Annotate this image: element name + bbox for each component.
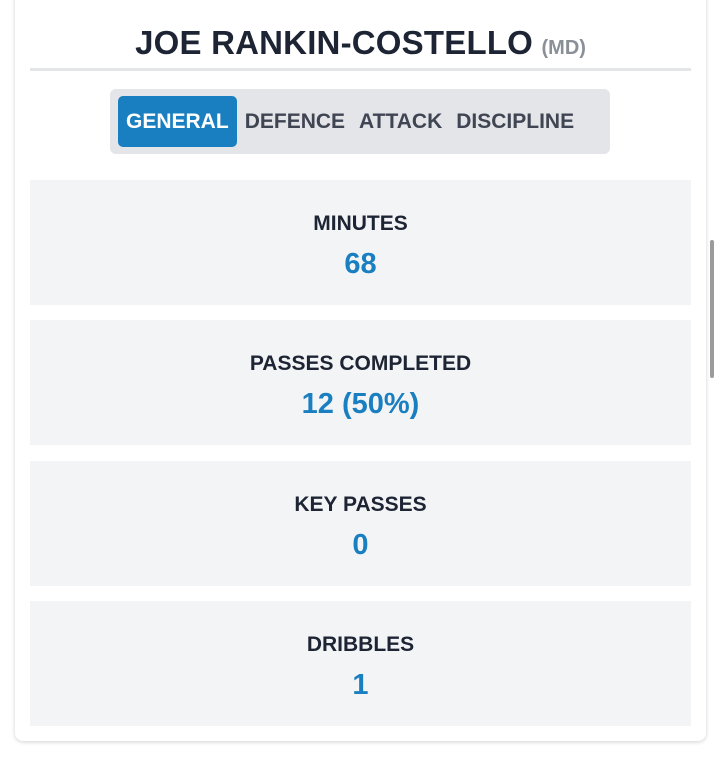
stat-value: 12 (50%) [301, 388, 420, 420]
player-stats-card: JOE RANKIN-COSTELLO (MD) GENERAL DEFENCE… [15, 0, 706, 741]
scrollbar[interactable] [710, 240, 714, 378]
stat-label: KEY PASSES [294, 493, 427, 516]
player-position: (MD) [541, 37, 586, 59]
tab-attack[interactable]: ATTACK [359, 110, 443, 133]
stat-label: DRIBBLES [306, 633, 415, 656]
header-divider [30, 68, 691, 71]
stat-value: 0 [352, 529, 369, 561]
stat-label: PASSES COMPLETED [249, 352, 472, 375]
stat-label: MINUTES [313, 212, 408, 235]
stat-key-passes: KEY PASSES 0 [30, 461, 691, 586]
stat-value: 1 [352, 669, 369, 701]
stat-passes-completed: PASSES COMPLETED 12 (50%) [30, 320, 691, 445]
tab-discipline[interactable]: DISCIPLINE [456, 110, 575, 133]
stat-value: 68 [344, 248, 377, 280]
tab-general[interactable]: GENERAL [118, 96, 237, 147]
player-header: JOE RANKIN-COSTELLO (MD) [30, 24, 691, 62]
stat-dribbles: DRIBBLES 1 [30, 601, 691, 726]
player-name: JOE RANKIN-COSTELLO [135, 24, 534, 61]
stats-tab-bar: GENERAL DEFENCE ATTACK DISCIPLINE [110, 89, 610, 154]
tab-defence[interactable]: DEFENCE [244, 110, 346, 133]
stat-minutes: MINUTES 68 [30, 180, 691, 305]
